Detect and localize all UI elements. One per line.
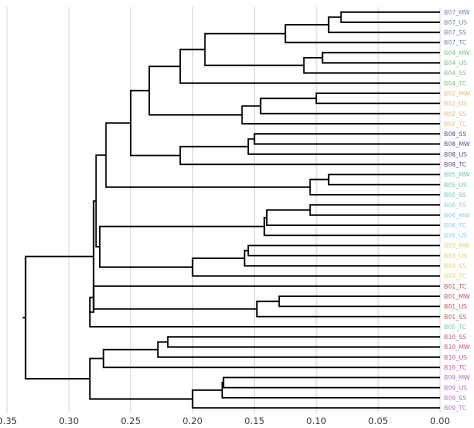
leaf-label: B06_SS	[444, 202, 467, 209]
leaf-label: B10_US	[444, 354, 467, 361]
leaf-label: B05_SS	[444, 192, 467, 199]
leaf-label: B01_US	[444, 304, 467, 311]
dendrogram-link	[247, 244, 440, 257]
dendrogram-link	[179, 145, 440, 166]
dendrogram-link	[321, 51, 440, 64]
dendrogram-link	[148, 65, 243, 116]
leaf-label: B07_MW	[444, 9, 470, 16]
leaf-label: B08_MW	[444, 141, 470, 148]
dendrogram-link	[327, 173, 440, 186]
leaf-label: B03_MW	[444, 243, 470, 250]
dendrogram-link	[259, 97, 440, 115]
dendrogram-link	[241, 105, 440, 125]
x-tick-label: 0.10	[306, 417, 326, 427]
dendrogram-link	[266, 209, 440, 226]
leaf-label: B09_SS	[444, 395, 467, 402]
dendrogram-link	[129, 89, 181, 157]
leaf-label: B06_US	[444, 233, 467, 240]
leaf-label: B06_TC	[444, 222, 466, 229]
grid-lines	[6, 7, 441, 413]
dendrogram-link	[92, 285, 440, 310]
leaf-labels: B07_MW B07_US B07_SS B07_TC B04_MW B04_US B04_…	[444, 9, 470, 412]
leaf-label: B01_MW	[444, 293, 470, 300]
leaf-label: B08_US	[444, 151, 467, 158]
x-tick-label: 0.25	[121, 417, 141, 427]
dendrogram-link	[157, 341, 440, 358]
leaf-label: B10_TC	[444, 365, 466, 372]
leaf-label: B05_TC	[444, 324, 466, 331]
leaf-label: B09_MW	[444, 375, 470, 382]
leaf-label: B07_TC	[444, 40, 466, 47]
dendrogram-link	[179, 48, 440, 84]
dendrogram-link	[315, 92, 440, 105]
leaf-label: B07_SS	[444, 30, 467, 37]
leaf-label: B03_US	[444, 253, 467, 260]
dendrogram-link	[278, 295, 440, 308]
leaf-label: B06_MW	[444, 212, 470, 219]
dendrogram-link	[284, 24, 440, 44]
leaf-label: B01_TC	[444, 283, 466, 290]
leaf-label: B10_SS	[444, 334, 467, 341]
leaf-label: B09_TC	[444, 405, 466, 412]
leaf-label: B04_SS	[444, 70, 467, 77]
dendrogram-link	[89, 357, 193, 400]
x-tick-label: 0.35	[0, 417, 17, 427]
dendrogram-link	[95, 154, 106, 248]
x-tick-label: 0.20	[183, 417, 203, 427]
leaf-label: B05_US	[444, 182, 467, 189]
dendrogram-link	[309, 204, 440, 216]
x-tick-label: 0.30	[59, 417, 79, 427]
leaf-label: B10_MW	[444, 344, 470, 351]
dendrogram-link	[243, 249, 440, 267]
x-axis-ticks: 0.35 0.30 0.25 0.20 0.15 0.10 0.05 0.00	[0, 417, 450, 427]
x-tick-label: 0.05	[368, 417, 388, 427]
leaf-label: B04_TC	[444, 80, 466, 87]
leaf-label: B02_TC	[444, 121, 466, 128]
leaf-label: B03_TC	[444, 273, 466, 280]
x-tick-label: 0.00	[430, 417, 450, 427]
dendrogram-link	[247, 138, 440, 155]
dendrogram-link	[303, 57, 440, 74]
dendrogram-link	[256, 300, 440, 318]
dendrogram-link	[309, 178, 440, 196]
x-tick-label: 0.15	[244, 417, 264, 427]
leaf-label: B02_MW	[444, 90, 470, 97]
leaf-label: B05_MW	[444, 172, 470, 179]
leaf-label: B02_US	[444, 101, 467, 108]
leaf-label: B04_US	[444, 60, 467, 67]
leaf-label: B01_SS	[444, 314, 467, 321]
dendrogram-link	[24, 255, 94, 380]
dendrogram-link	[204, 32, 304, 67]
dendrogram-link	[102, 348, 440, 369]
dendrogram-link	[327, 16, 440, 34]
dendrogram-links	[22, 11, 440, 409]
dendrogram-link	[99, 225, 265, 268]
dendrogram-link	[221, 381, 440, 399]
leaf-label: B02_SS	[444, 111, 467, 118]
leaf-label: B08_TC	[444, 162, 466, 169]
dendrogram-link	[253, 133, 440, 145]
leaf-label: B03_SS	[444, 263, 467, 270]
leaf-label: B09_US	[444, 385, 467, 392]
dendrogram-link	[340, 11, 440, 23]
leaf-label: B04_MW	[444, 50, 470, 57]
dendrogram-link	[222, 376, 440, 389]
leaf-label: B07_US	[444, 19, 467, 26]
leaf-label: B08_SS	[444, 131, 467, 138]
dendrogram-link	[263, 216, 440, 237]
dendrogram-link	[167, 336, 440, 348]
